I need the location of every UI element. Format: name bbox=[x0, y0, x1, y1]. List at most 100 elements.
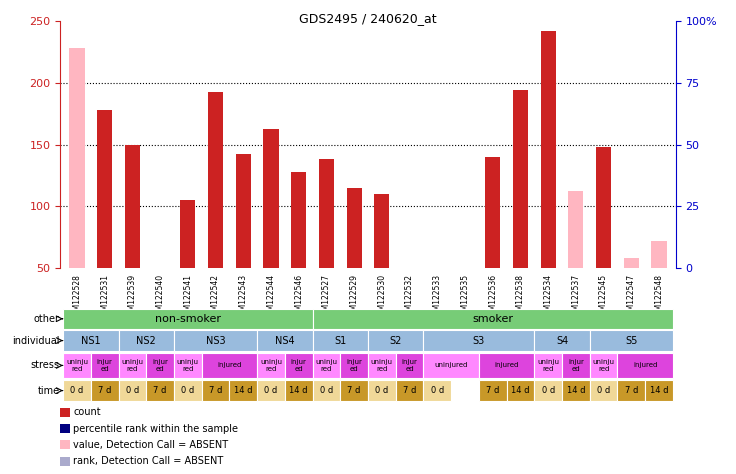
Text: 14 d: 14 d bbox=[289, 386, 308, 395]
Bar bbox=[263, 128, 279, 268]
Text: 7 d: 7 d bbox=[403, 386, 417, 395]
Text: 0 d: 0 d bbox=[597, 386, 610, 395]
Bar bbox=[125, 145, 140, 268]
Bar bbox=[118, 380, 146, 401]
Bar bbox=[257, 330, 313, 351]
Bar bbox=[534, 353, 562, 378]
Bar bbox=[97, 110, 113, 268]
Bar bbox=[118, 353, 146, 378]
Text: 0 d: 0 d bbox=[375, 386, 389, 395]
Bar bbox=[368, 330, 423, 351]
Bar bbox=[60, 408, 70, 417]
Bar bbox=[562, 380, 590, 401]
Text: 7 d: 7 d bbox=[486, 386, 500, 395]
Bar bbox=[202, 353, 257, 378]
Bar bbox=[534, 330, 590, 351]
Text: 0 d: 0 d bbox=[264, 386, 277, 395]
Bar bbox=[423, 330, 534, 351]
Text: uninjured: uninjured bbox=[434, 363, 468, 368]
Bar bbox=[319, 159, 334, 268]
Bar bbox=[590, 353, 618, 378]
Bar bbox=[485, 157, 500, 268]
Bar bbox=[146, 380, 174, 401]
Bar bbox=[513, 91, 528, 268]
Text: 14 d: 14 d bbox=[234, 386, 252, 395]
Text: 7 d: 7 d bbox=[98, 386, 111, 395]
Bar bbox=[396, 380, 423, 401]
Text: uninju
red: uninju red bbox=[66, 359, 88, 372]
Bar bbox=[257, 353, 285, 378]
Bar bbox=[506, 380, 534, 401]
Bar bbox=[174, 353, 202, 378]
Bar bbox=[313, 330, 368, 351]
Bar bbox=[63, 330, 118, 351]
Text: NS2: NS2 bbox=[136, 336, 156, 346]
Text: percentile rank within the sample: percentile rank within the sample bbox=[74, 424, 238, 434]
Text: injur
ed: injur ed bbox=[346, 359, 362, 372]
Text: NS1: NS1 bbox=[81, 336, 101, 346]
Bar bbox=[651, 241, 667, 268]
Bar bbox=[63, 353, 91, 378]
Bar bbox=[180, 200, 196, 268]
Text: injur
ed: injur ed bbox=[291, 359, 307, 372]
Text: individual: individual bbox=[12, 336, 60, 346]
Bar bbox=[285, 380, 313, 401]
Bar bbox=[60, 456, 70, 465]
Bar bbox=[423, 380, 451, 401]
Text: stress: stress bbox=[30, 360, 60, 371]
Bar bbox=[596, 147, 611, 268]
Bar bbox=[60, 424, 70, 433]
Bar bbox=[174, 330, 257, 351]
Bar bbox=[313, 309, 673, 328]
Text: 0 d: 0 d bbox=[71, 386, 84, 395]
Text: 7 d: 7 d bbox=[209, 386, 222, 395]
Bar bbox=[423, 353, 479, 378]
Text: S3: S3 bbox=[473, 336, 485, 346]
Text: GDS2495 / 240620_at: GDS2495 / 240620_at bbox=[300, 12, 436, 25]
Bar bbox=[479, 380, 506, 401]
Bar bbox=[236, 155, 251, 268]
Bar bbox=[368, 353, 396, 378]
Bar bbox=[313, 353, 340, 378]
Text: uninju
red: uninju red bbox=[177, 359, 199, 372]
Bar bbox=[347, 188, 362, 268]
Text: 0 d: 0 d bbox=[431, 386, 444, 395]
Bar bbox=[618, 353, 673, 378]
Text: injur
ed: injur ed bbox=[96, 359, 113, 372]
Text: 14 d: 14 d bbox=[512, 386, 530, 395]
Bar bbox=[590, 380, 618, 401]
Bar bbox=[202, 380, 230, 401]
Bar bbox=[645, 380, 673, 401]
Bar bbox=[63, 380, 91, 401]
Text: S4: S4 bbox=[556, 336, 568, 346]
Text: injured: injured bbox=[633, 363, 657, 368]
Text: non-smoker: non-smoker bbox=[155, 314, 221, 324]
Bar bbox=[534, 380, 562, 401]
Text: NS3: NS3 bbox=[206, 336, 225, 346]
Text: 0 d: 0 d bbox=[126, 386, 139, 395]
Bar bbox=[174, 380, 202, 401]
Bar bbox=[562, 353, 590, 378]
Text: 0 d: 0 d bbox=[542, 386, 555, 395]
Text: uninju
red: uninju red bbox=[371, 359, 393, 372]
Bar bbox=[313, 380, 340, 401]
Text: time: time bbox=[38, 385, 60, 396]
Text: uninju
red: uninju red bbox=[316, 359, 337, 372]
Bar bbox=[618, 380, 645, 401]
Bar bbox=[340, 380, 368, 401]
Text: injured: injured bbox=[495, 363, 519, 368]
Text: other: other bbox=[34, 314, 60, 324]
Bar bbox=[91, 380, 118, 401]
Text: injur
ed: injur ed bbox=[152, 359, 168, 372]
Bar bbox=[479, 353, 534, 378]
Bar bbox=[146, 353, 174, 378]
Text: 7 d: 7 d bbox=[153, 386, 167, 395]
Text: value, Detection Call = ABSENT: value, Detection Call = ABSENT bbox=[74, 440, 228, 450]
Bar bbox=[291, 172, 306, 268]
Bar bbox=[60, 440, 70, 449]
Bar bbox=[63, 309, 313, 328]
Bar bbox=[230, 380, 257, 401]
Bar bbox=[590, 330, 673, 351]
Text: rank, Detection Call = ABSENT: rank, Detection Call = ABSENT bbox=[74, 456, 224, 466]
Text: 14 d: 14 d bbox=[567, 386, 585, 395]
